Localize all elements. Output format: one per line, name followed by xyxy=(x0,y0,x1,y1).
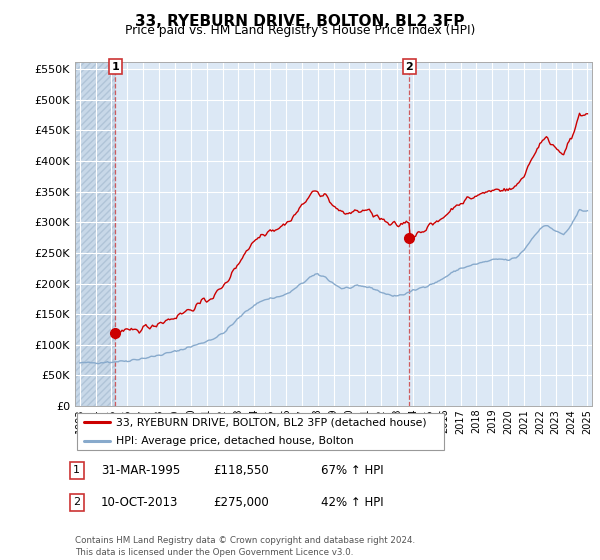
FancyBboxPatch shape xyxy=(77,413,445,450)
Text: 2: 2 xyxy=(406,62,413,72)
Text: £118,550: £118,550 xyxy=(213,464,269,477)
Text: 1: 1 xyxy=(112,62,119,72)
Text: Price paid vs. HM Land Registry's House Price Index (HPI): Price paid vs. HM Land Registry's House … xyxy=(125,24,475,37)
Text: 2: 2 xyxy=(73,497,80,507)
Text: 1: 1 xyxy=(73,465,80,475)
Text: 67% ↑ HPI: 67% ↑ HPI xyxy=(321,464,383,477)
Text: HPI: Average price, detached house, Bolton: HPI: Average price, detached house, Bolt… xyxy=(116,436,353,446)
Text: 31-MAR-1995: 31-MAR-1995 xyxy=(101,464,180,477)
Polygon shape xyxy=(75,62,115,406)
Text: Contains HM Land Registry data © Crown copyright and database right 2024.
This d: Contains HM Land Registry data © Crown c… xyxy=(75,536,415,557)
Text: 33, RYEBURN DRIVE, BOLTON, BL2 3FP: 33, RYEBURN DRIVE, BOLTON, BL2 3FP xyxy=(135,14,465,29)
Text: £275,000: £275,000 xyxy=(213,496,269,509)
Text: 42% ↑ HPI: 42% ↑ HPI xyxy=(321,496,383,509)
Text: 10-OCT-2013: 10-OCT-2013 xyxy=(101,496,178,509)
Text: 33, RYEBURN DRIVE, BOLTON, BL2 3FP (detached house): 33, RYEBURN DRIVE, BOLTON, BL2 3FP (deta… xyxy=(116,418,427,427)
